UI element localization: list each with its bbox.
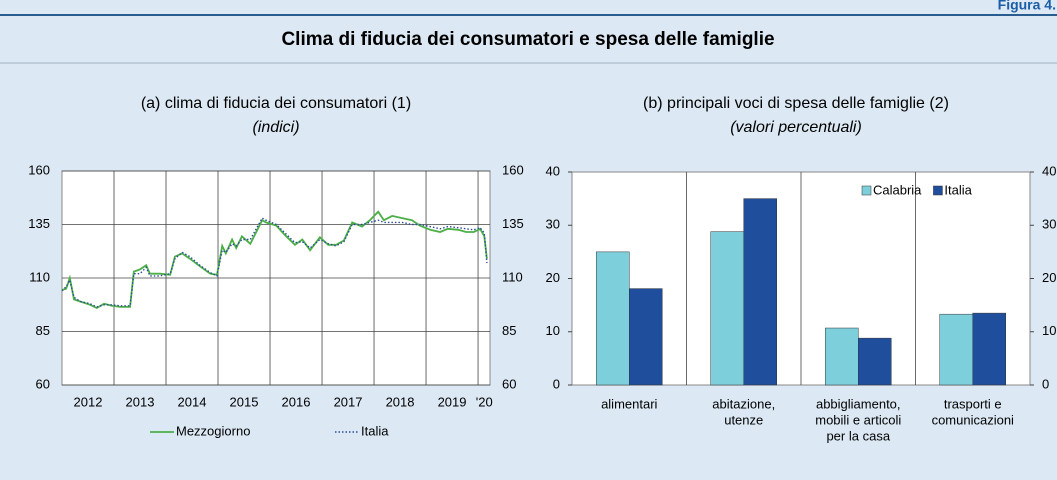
x-tick-label: 2016 — [282, 394, 311, 409]
x-tick-label: 2012 — [74, 394, 103, 409]
y2-tick-label: 20 — [1042, 270, 1056, 285]
x-tick-label: alimentari — [601, 396, 657, 411]
x-tick-label: utenze — [724, 412, 763, 427]
y2-tick-label: 10 — [1042, 323, 1056, 338]
bar — [629, 288, 663, 386]
y-tick-label: 40 — [546, 163, 560, 178]
bar — [858, 337, 892, 386]
x-tick-label: mobili e articoli — [815, 412, 901, 427]
chart-title: (a) clima di fiducia dei consumatori (1) — [141, 95, 411, 112]
legend-swatch — [933, 185, 943, 196]
legend-label: Italia — [361, 423, 389, 438]
x-tick-label: 2014 — [178, 394, 207, 409]
bar — [743, 198, 777, 386]
figure-title: Clima di fiducia dei consumatori e spesa… — [281, 29, 774, 50]
x-tick-label: 2018 — [386, 394, 415, 409]
series-line — [61, 210, 488, 310]
legend-label: Italia — [944, 182, 972, 197]
x-tick-label: abitazione, — [712, 396, 775, 411]
y-tick-label: 20 — [546, 270, 560, 285]
x-tick-label: comunicazioni — [932, 412, 1014, 427]
bar — [596, 251, 630, 386]
y-tick-label: 10 — [546, 323, 560, 338]
y2-tick-label: 30 — [1042, 217, 1056, 232]
x-tick-label: 2013 — [126, 394, 155, 409]
y-tick-label: 110 — [29, 269, 50, 284]
y2-tick-label: 85 — [502, 323, 516, 338]
y2-tick-label: 60 — [502, 376, 516, 391]
x-tick-label: abbigliamento, — [816, 396, 901, 411]
bar — [825, 327, 859, 386]
x-tick-label: 2019 — [438, 394, 467, 409]
chart-subtitle: (valori percentuali) — [730, 119, 862, 136]
x-tick-label: per la casa — [826, 428, 890, 443]
legend-label: Calabria — [873, 182, 922, 197]
x-tick-label: 2017 — [334, 394, 363, 409]
y-tick-label: 135 — [28, 216, 50, 231]
y-tick-label: 160 — [28, 162, 50, 177]
bar — [710, 231, 744, 386]
figure-label: Figura 4. — [998, 0, 1056, 13]
y-tick-label: 60 — [36, 376, 50, 391]
x-tick-label: '20 — [476, 394, 493, 409]
y2-tick-label: 160 — [502, 162, 524, 177]
chart-title: (b) principali voci di spesa delle famig… — [643, 95, 949, 112]
bar — [939, 313, 973, 386]
y2-tick-label: 0 — [1042, 376, 1049, 391]
y2-tick-label: 135 — [502, 216, 524, 231]
x-tick-label: trasporti e — [944, 396, 1002, 411]
x-tick-label: 2015 — [230, 394, 259, 409]
bar — [972, 312, 1006, 386]
chart-subtitle: (indici) — [252, 119, 299, 136]
legend-swatch — [861, 185, 872, 196]
y2-tick-label: 40 — [1042, 163, 1056, 178]
series-line — [61, 217, 488, 308]
y2-tick-label: 110 — [502, 269, 523, 284]
legend-label: Mezzogiorno — [176, 423, 250, 438]
y-tick-label: 0 — [553, 376, 560, 391]
y-tick-label: 85 — [36, 323, 50, 338]
y-tick-label: 30 — [546, 217, 560, 232]
